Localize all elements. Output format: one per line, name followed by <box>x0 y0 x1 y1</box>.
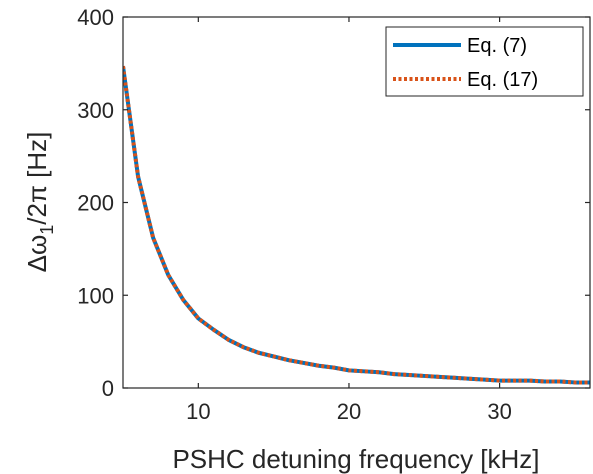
x-axis-label: PSHC detuning frequency [kHz] <box>172 444 539 474</box>
x-tick-label: 20 <box>337 399 361 424</box>
legend-label-eq17: Eq. (17) <box>467 69 538 91</box>
series-layer <box>123 65 590 385</box>
series-line-eq17 <box>123 65 590 385</box>
x-tick-label: 10 <box>186 399 210 424</box>
legend: Eq. (7) Eq. (17) <box>385 26 584 97</box>
legend-label-eq7: Eq. (7) <box>467 35 527 57</box>
y-tick-label: 300 <box>77 98 114 123</box>
y-tick-label: 0 <box>102 376 114 401</box>
series-line-eq7 <box>123 65 590 385</box>
legend-box <box>385 26 584 97</box>
y-tick-label: 200 <box>77 191 114 216</box>
y-tick-label: 400 <box>77 5 114 30</box>
y-axis-label: Δω1/2π [Hz] <box>22 132 57 273</box>
y-tick-label: 100 <box>77 283 114 308</box>
x-tick-label: 30 <box>487 399 511 424</box>
